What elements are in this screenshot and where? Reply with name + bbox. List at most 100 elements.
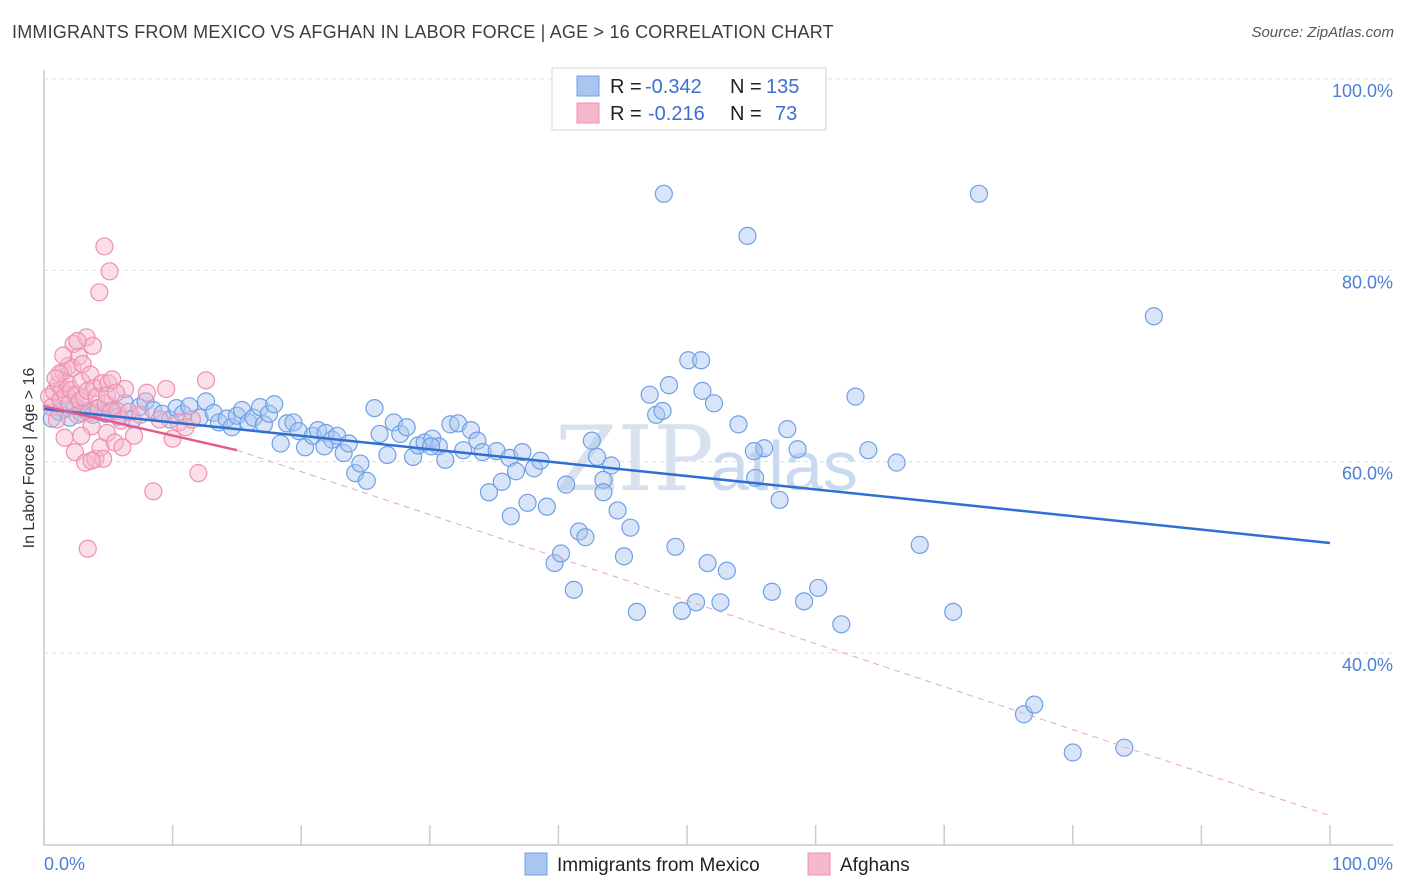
afghans-point-53	[137, 383, 156, 402]
series-mexico-points	[42, 184, 1163, 762]
mexico-point-112	[778, 420, 797, 439]
mexico-point-109	[755, 439, 774, 458]
mexico-point-100	[686, 593, 706, 612]
mexico-point-130	[594, 483, 613, 502]
mexico-point-96	[659, 376, 679, 395]
trend-line-mexico	[43, 407, 1331, 545]
mexico-point-36	[271, 434, 290, 453]
mexico-point-95	[653, 401, 672, 421]
mexico-point-67	[468, 431, 487, 450]
mexico-point-121	[969, 184, 989, 203]
mexico-point-84	[576, 528, 595, 547]
mexico-point-98	[672, 601, 691, 621]
mexico-point-31	[244, 408, 263, 427]
mexico-point-82	[564, 580, 583, 599]
mexico-point-49	[351, 454, 370, 473]
mexico-point-113	[794, 592, 814, 611]
mexico-point-107	[738, 226, 757, 245]
mexico-point-99	[679, 351, 698, 370]
legend-swatch-afghans	[576, 102, 600, 124]
mexico-point-66	[461, 420, 481, 440]
mexico-point-52	[370, 424, 389, 444]
afghans-point-66	[72, 426, 91, 445]
mexico-point-105	[717, 561, 736, 580]
mexico-point-65	[454, 441, 473, 460]
mexico-point-69	[479, 483, 499, 502]
chart-title: IMMIGRANTS FROM MEXICO VS AFGHAN IN LABO…	[12, 22, 834, 42]
legend-r-value-1: -0.216	[648, 103, 705, 125]
afghans-point-8	[55, 428, 74, 447]
mexico-point-85	[582, 431, 601, 450]
mexico-point-133	[315, 437, 334, 456]
afghans-point-54	[144, 482, 163, 501]
mexico-point-75	[518, 493, 537, 512]
x-tick-label-max: 100.0%	[1332, 854, 1393, 874]
afghans-point-38	[94, 449, 113, 468]
watermark-zip: ZIP	[555, 407, 714, 512]
afghans-point-65	[54, 346, 73, 365]
afghans-point-63	[68, 332, 87, 351]
mexico-point-90	[614, 547, 634, 566]
trend-line-afghans	[43, 404, 238, 452]
mexico-point-111	[770, 490, 789, 510]
gridlines	[44, 78, 1393, 654]
bottom-legend-swatch-afghans	[807, 852, 831, 876]
mexico-point-63	[441, 415, 460, 434]
mexico-point-123	[1025, 695, 1044, 714]
afghans-point-70	[113, 438, 132, 457]
mexico-point-127	[692, 351, 711, 370]
mexico-point-117	[859, 441, 878, 460]
y-tick-label-80: 80.0%	[1342, 272, 1393, 292]
bottom-legend-label-afghans: Afghans	[840, 855, 910, 876]
source-credit: Source: ZipAtlas.com	[1251, 24, 1394, 41]
afghans-point-62	[78, 539, 97, 558]
legend-r-label-1: R =	[610, 103, 642, 125]
mexico-point-101	[693, 381, 712, 400]
afghans-point-61	[189, 464, 208, 483]
mexico-point-110	[762, 582, 781, 601]
mexico-point-73	[506, 462, 526, 481]
mexico-point-124	[1063, 743, 1082, 762]
y-tick-label-40: 40.0%	[1342, 655, 1393, 675]
mexico-point-128	[744, 442, 763, 461]
mexico-point-88	[602, 456, 621, 475]
afghans-point-50	[119, 402, 138, 422]
afghans-point-39	[95, 237, 114, 256]
afghans-point-45	[103, 370, 122, 389]
bottom-legend-swatch-mexico	[524, 852, 548, 876]
afghans-point-24	[76, 453, 95, 472]
y-tick-label-100: 100.0%	[1332, 81, 1393, 101]
mexico-point-115	[832, 615, 851, 634]
mexico-point-55	[391, 424, 410, 444]
afghans-point-72	[46, 369, 65, 388]
mexico-point-47	[339, 434, 358, 453]
afghans-point-35	[90, 283, 109, 302]
legend-n-value-0: 135	[766, 76, 799, 98]
mexico-point-129	[788, 440, 807, 459]
legend-n-value-1: 73	[775, 103, 797, 125]
afghans-point-41	[97, 423, 117, 443]
trend-line-afghans-extended	[236, 449, 1331, 817]
mexico-point-80	[551, 544, 571, 563]
mexico-point-89	[608, 501, 627, 520]
trend-lines	[43, 404, 1331, 817]
mexico-point-103	[704, 394, 724, 413]
mexico-point-116	[846, 387, 865, 406]
mexico-point-97	[666, 537, 685, 556]
mexico-point-120	[944, 602, 963, 621]
mexico-point-87	[594, 470, 613, 489]
mexico-point-50	[357, 471, 376, 490]
legend-n-label-1: N =	[730, 103, 762, 125]
mexico-point-71	[492, 472, 511, 491]
bottom-legend-label-mexico: Immigrants from Mexico	[557, 855, 760, 876]
afghans-point-71	[196, 371, 216, 390]
legend-r-value-0: -0.342	[645, 76, 702, 98]
mexico-point-53	[378, 445, 397, 465]
y-axis-tick-labels: 40.0% 60.0% 80.0% 100.0%	[1332, 81, 1393, 675]
mexico-point-104	[711, 593, 730, 612]
mexico-point-126	[1144, 307, 1163, 326]
mexico-point-74	[513, 443, 532, 462]
x-axis-ticks	[43, 825, 1331, 845]
mexico-point-132	[421, 437, 441, 456]
